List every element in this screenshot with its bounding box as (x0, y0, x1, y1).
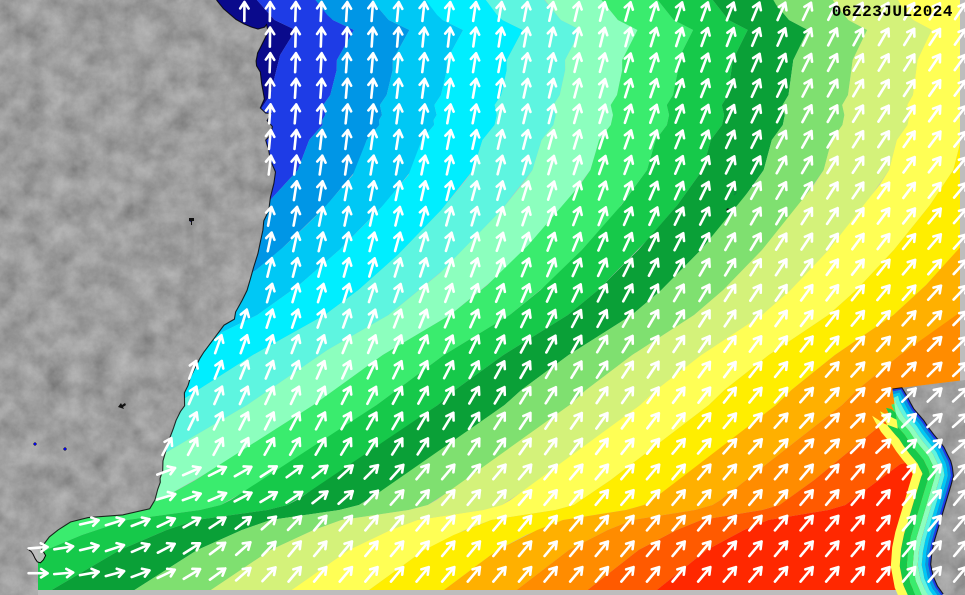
svg-text:06Z23JUL2024: 06Z23JUL2024 (832, 3, 953, 21)
